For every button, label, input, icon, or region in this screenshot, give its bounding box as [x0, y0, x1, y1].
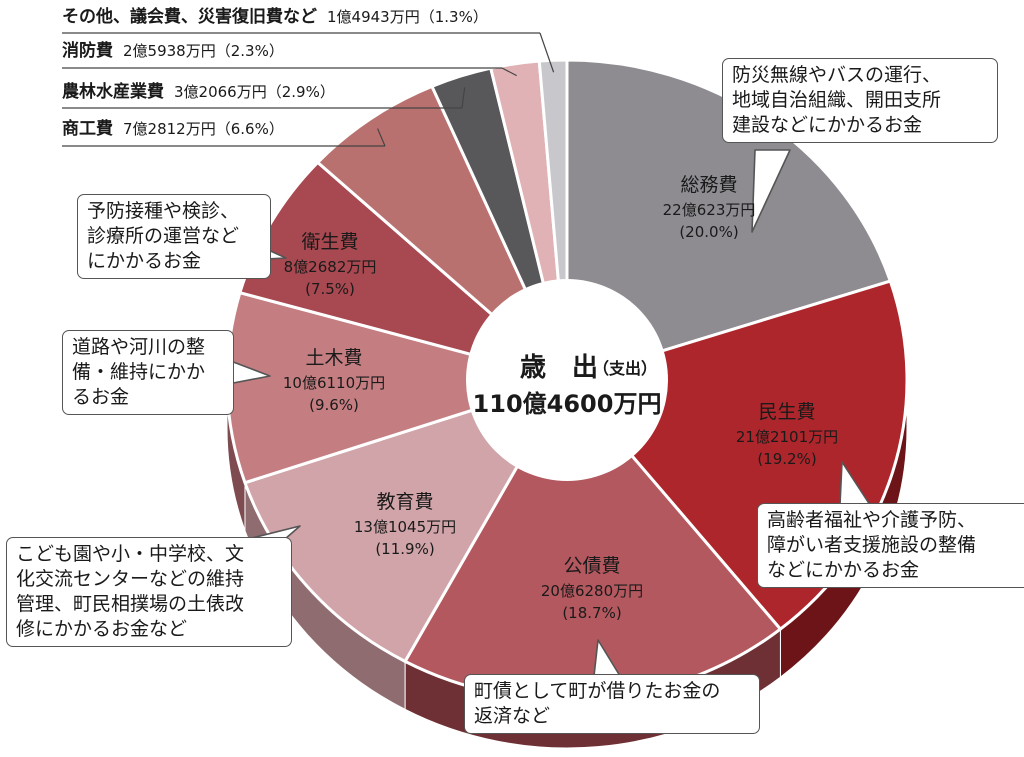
- slice-label-name-2: 公債費: [563, 555, 620, 577]
- slice-label-name-0: 総務費: [680, 174, 737, 196]
- slice-label-name-4: 土木費: [305, 347, 362, 369]
- center-subtitle: （支出）: [593, 359, 657, 378]
- callout-minsei: 高齢者福祉や介護予防、 障がい者支援施設の整備 などにかかるお金: [757, 503, 1024, 588]
- pie-top-group: [225, 58, 909, 702]
- callout-pointer-0: [751, 149, 791, 233]
- slice-labels: 総務費 22億623万円 (20.0%) 民生費 21億2101万円 (19.2%) 公債費…: [283, 174, 838, 622]
- slice-3: [243, 378, 569, 663]
- callout-kosai: 町債として町が借りたお金の 返済など: [464, 674, 760, 734]
- leader-line-diag-9: [539, 32, 555, 73]
- slice-label-percent-0: (20.0%): [679, 223, 738, 241]
- slice-label-percent-2: (18.7%): [562, 604, 621, 622]
- slice-label-name-3: 教育費: [376, 491, 433, 513]
- center-hole: [466, 279, 668, 481]
- slice-label-amount-5: 8億2682万円: [284, 258, 377, 276]
- slice-label-amount-2: 20億6280万円: [541, 582, 643, 600]
- leader-line-diag-6: [377, 128, 386, 147]
- slice-label-percent-3: (11.9%): [375, 540, 434, 558]
- label-sonota: その他、議会費、災害復旧費など 1億4943万円（1.3%）: [62, 7, 488, 27]
- slice-label-amount-1: 21億2101万円: [736, 428, 838, 446]
- slice-label-amount-4: 10億6110万円: [283, 374, 385, 392]
- slice-label-name-5: 衛生費: [301, 231, 358, 253]
- callout-eisei: 予防接種や検診、 診療所の運営など にかかるお金: [77, 194, 271, 279]
- slice-label-percent-1: (19.2%): [757, 450, 816, 468]
- slice-label-percent-5: (7.5%): [305, 280, 355, 298]
- label-shobo: 消防費 2億5938万円（2.3%）: [62, 41, 284, 61]
- center-title: 歳 出: [520, 353, 598, 383]
- center-total: 110億4600万円: [473, 390, 662, 418]
- slice-label-percent-4: (9.6%): [309, 396, 359, 414]
- callout-soumu: 防災無線やバスの運行、 地域自治組織、開田支所 建設などにかかるお金: [722, 58, 998, 143]
- leader-line-diag-8: [501, 67, 517, 77]
- slice-label-amount-3: 13億1045万円: [354, 518, 456, 536]
- label-shoko: 商工費 7億2812万円（6.6%）: [62, 119, 284, 139]
- slice-label-amount-0: 22億623万円: [663, 201, 756, 219]
- leader-line-diag-7: [461, 87, 466, 109]
- label-norin: 農林水産業費 3億2066万円（2.9%）: [62, 82, 335, 102]
- callout-kyoiku: こども園や小・中学校、文 化交流センターなどの維持 管理、町民相撲場の土俵改 修…: [6, 537, 292, 647]
- slice-label-name-1: 民生費: [758, 401, 815, 423]
- callout-doboku: 道路や河川の整 備・維持にかか るお金: [62, 330, 234, 415]
